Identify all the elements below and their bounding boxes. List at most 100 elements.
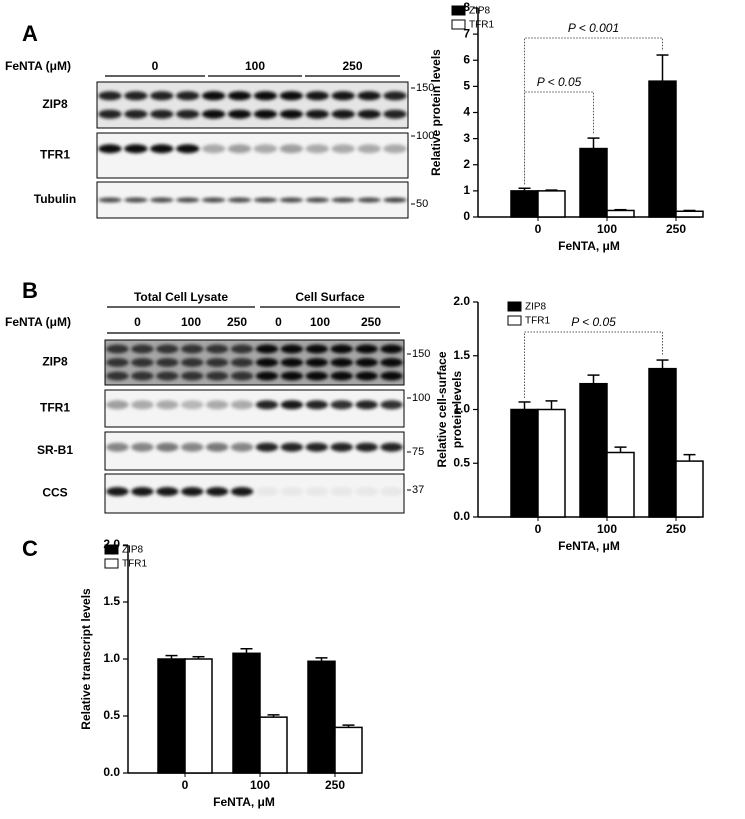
blot-bands	[106, 442, 403, 452]
y-tick-label: 0.5	[453, 455, 470, 469]
blot-bands	[98, 91, 407, 119]
supergroup-label: Total Cell Lysate	[134, 290, 228, 304]
band	[106, 442, 129, 452]
band	[355, 400, 378, 410]
group-label: 250	[361, 315, 381, 329]
band	[280, 358, 304, 367]
band	[279, 109, 304, 119]
band	[150, 197, 174, 203]
bar	[510, 190, 539, 218]
y-tick-label: 1.0	[103, 651, 120, 665]
band	[201, 197, 226, 203]
bar	[537, 190, 566, 218]
y-tick-label: 3	[463, 131, 470, 145]
band	[205, 442, 229, 452]
band	[227, 197, 252, 203]
group-label: 100	[310, 315, 330, 329]
band	[131, 400, 154, 410]
band	[330, 442, 353, 452]
x-tick-label: 0	[535, 222, 542, 236]
bar	[648, 367, 677, 518]
y-tick-label: 8	[463, 0, 470, 14]
panel-letter: B	[22, 278, 38, 303]
band	[98, 144, 122, 154]
band	[305, 442, 329, 452]
band	[98, 197, 122, 203]
y-tick-label: 2.0	[453, 294, 470, 308]
marker-label: 100	[412, 392, 430, 404]
band	[255, 371, 279, 381]
band	[124, 109, 148, 119]
x-axis-label: FeNTA, μM	[558, 239, 620, 253]
band	[124, 144, 148, 154]
band	[201, 91, 226, 101]
band	[380, 442, 403, 452]
band	[330, 358, 353, 367]
band	[331, 144, 355, 154]
band	[205, 371, 229, 381]
band	[330, 487, 353, 497]
row-label: ZIP8	[42, 97, 68, 111]
bar	[232, 652, 261, 774]
band	[205, 358, 229, 367]
band	[280, 400, 304, 410]
band	[230, 358, 254, 367]
band	[180, 400, 204, 410]
legend-label: ZIP8	[122, 545, 144, 556]
band	[380, 358, 403, 367]
y-axis-label: Relative transcript levels	[79, 588, 93, 730]
y-tick-label: 0.0	[453, 509, 470, 523]
band	[230, 371, 254, 381]
band	[106, 487, 129, 497]
bar	[675, 210, 704, 218]
band	[156, 442, 179, 452]
bar	[157, 658, 186, 774]
bar	[579, 382, 608, 518]
band	[383, 109, 407, 119]
blot-box	[104, 389, 405, 428]
band	[205, 400, 229, 410]
y-tick-label: 1.5	[453, 348, 470, 362]
band	[180, 442, 204, 452]
y-tick-label: 6	[463, 52, 470, 66]
bar	[675, 460, 704, 518]
group-label: 100	[181, 315, 201, 329]
legend-label: TFR1	[122, 559, 147, 570]
blot-bands	[106, 487, 403, 497]
band	[380, 344, 403, 354]
band	[180, 344, 204, 354]
band	[331, 197, 355, 203]
band	[331, 109, 355, 119]
blot-bands	[106, 344, 403, 381]
band	[357, 197, 381, 203]
band	[279, 144, 304, 154]
band	[253, 144, 278, 154]
bar	[510, 408, 539, 518]
y-tick-label: 0	[463, 209, 470, 223]
band	[383, 144, 407, 154]
y-axis-label: Relative cell-surface	[435, 351, 449, 467]
legend-label: TFR1	[525, 316, 550, 327]
band	[205, 344, 229, 354]
bar	[606, 209, 635, 218]
y-tick-label: 7	[463, 26, 470, 40]
y-tick-label: 1	[463, 183, 470, 197]
band	[176, 197, 200, 203]
band	[305, 371, 329, 381]
band	[124, 91, 148, 101]
band	[330, 400, 353, 410]
band	[180, 371, 204, 381]
group-label: 0	[152, 59, 159, 73]
band	[230, 344, 254, 354]
band	[330, 344, 353, 354]
y-tick-label: 1.0	[453, 402, 470, 416]
band	[380, 371, 403, 381]
legend-swatch	[507, 301, 522, 312]
band	[380, 487, 403, 497]
y-axis-label: Relative protein levels	[429, 49, 443, 176]
band	[205, 487, 229, 497]
band	[255, 487, 279, 497]
band	[98, 109, 122, 119]
band	[357, 91, 381, 101]
